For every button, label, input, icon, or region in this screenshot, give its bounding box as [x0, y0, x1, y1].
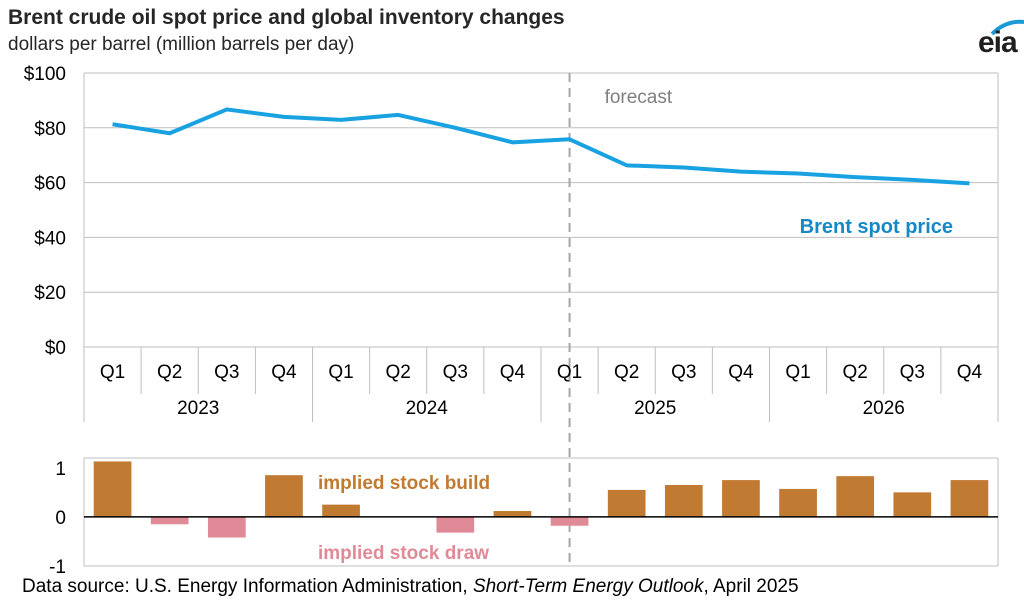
- year-label: 2023: [177, 398, 219, 419]
- label-implied-stock-build: implied stock build: [318, 473, 490, 494]
- stock-build-bar: [93, 461, 132, 517]
- x-tick-label: Q2: [157, 362, 182, 383]
- source-suffix: , April 2025: [703, 576, 799, 597]
- x-tick-label: Q4: [957, 362, 983, 383]
- eia-logo-swoosh-icon: [990, 19, 1024, 36]
- inventory-y-tick-label: -1: [49, 557, 66, 578]
- eia-logo: eia: [974, 14, 1024, 58]
- x-tick-label: Q3: [443, 362, 468, 383]
- x-tick-label: Q1: [328, 362, 353, 383]
- x-tick-label: Q3: [214, 362, 239, 383]
- source-prefix: Data source: U.S. Energy Information Adm…: [22, 576, 473, 597]
- stock-build-bar: [893, 492, 932, 517]
- stock-build-bar: [607, 489, 646, 517]
- x-tick-label: Q3: [900, 362, 925, 383]
- y-tick-label: $60: [34, 174, 66, 195]
- inventory-y-tick-label: 1: [55, 459, 66, 480]
- stock-build-bar: [950, 480, 989, 517]
- x-tick-label: Q2: [386, 362, 411, 383]
- stock-draw-bar: [207, 516, 246, 538]
- stock-build-bar: [836, 476, 875, 517]
- chart-subtitle: dollars per barrel (million barrels per …: [8, 34, 355, 55]
- eia-logo-text: eia: [978, 26, 1018, 58]
- year-label: 2026: [863, 398, 905, 419]
- y-tick-label: $40: [34, 228, 66, 249]
- stock-draw-bar: [150, 516, 189, 525]
- year-label: 2024: [406, 398, 449, 419]
- x-tick-label: Q2: [614, 362, 639, 383]
- x-tick-label: Q3: [671, 362, 696, 383]
- x-tick-label: Q4: [728, 362, 754, 383]
- stock-draw-bar: [550, 516, 589, 526]
- y-tick-label: $100: [24, 64, 66, 85]
- source-publication: Short-Term Energy Outlook: [472, 576, 704, 597]
- stock-build-bar: [322, 504, 360, 517]
- stock-draw-bar: [436, 516, 475, 533]
- x-tick-label: Q1: [785, 362, 810, 383]
- year-label: 2025: [634, 398, 676, 419]
- x-tick-label: Q1: [557, 362, 582, 383]
- forecast-label: forecast: [605, 87, 673, 108]
- stock-build-bar: [265, 475, 303, 517]
- price-panel: $0 $20 $40 $60 $80 $100 forecast Brent spot pri…: [24, 64, 999, 568]
- inventory-y-tick-label: 0: [55, 508, 66, 529]
- inventory-panel: -1 0 1 implied stock build implied stock dra…: [49, 457, 999, 578]
- y-tick-label: $80: [34, 119, 66, 140]
- x-tick-label: Q2: [843, 362, 868, 383]
- x-tick-label: Q4: [271, 362, 297, 383]
- x-tick-label: Q1: [100, 362, 125, 383]
- label-implied-stock-draw: implied stock draw: [318, 543, 489, 564]
- x-tick-label: Q4: [500, 362, 526, 383]
- stock-build-bar: [779, 488, 817, 517]
- y-tick-label: $0: [45, 338, 66, 359]
- brent-price-line: [112, 107, 970, 186]
- stock-build-bar: [722, 480, 760, 517]
- chart-title: Brent crude oil spot price and global in…: [8, 6, 565, 29]
- stock-build-bar: [493, 511, 532, 517]
- y-tick-label: $20: [34, 283, 66, 304]
- data-source-note: Data source: U.S. Energy Information Adm…: [22, 576, 799, 598]
- series-label-brent: Brent spot price: [800, 216, 953, 238]
- stock-build-bar: [664, 485, 703, 517]
